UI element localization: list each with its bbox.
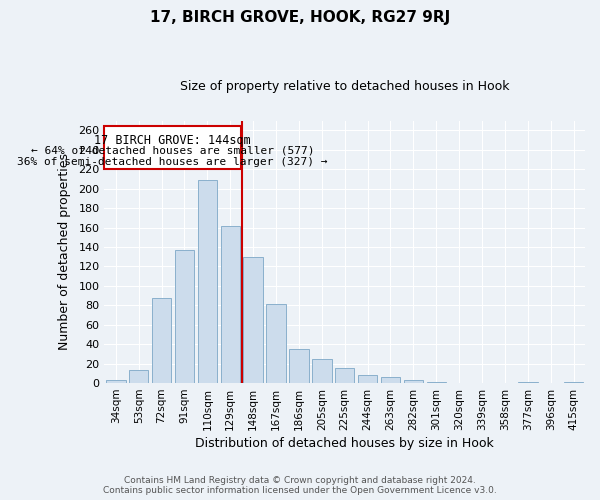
Bar: [221, 226, 240, 383]
Text: 17 BIRCH GROVE: 144sqm: 17 BIRCH GROVE: 144sqm: [94, 134, 251, 147]
Text: 36% of semi-detached houses are larger (327) →: 36% of semi-detached houses are larger (…: [17, 156, 328, 166]
Title: Size of property relative to detached houses in Hook: Size of property relative to detached ho…: [180, 80, 509, 93]
Bar: [106, 380, 125, 383]
Text: ← 64% of detached houses are smaller (577): ← 64% of detached houses are smaller (57…: [31, 146, 314, 156]
Bar: [335, 368, 355, 383]
Bar: [312, 359, 332, 383]
Bar: [404, 380, 423, 383]
Bar: [381, 377, 400, 383]
Bar: [152, 298, 172, 383]
Text: Contains HM Land Registry data © Crown copyright and database right 2024.
Contai: Contains HM Land Registry data © Crown c…: [103, 476, 497, 495]
Bar: [175, 250, 194, 383]
Bar: [266, 304, 286, 383]
Y-axis label: Number of detached properties: Number of detached properties: [58, 154, 71, 350]
FancyBboxPatch shape: [104, 126, 241, 169]
Text: 17, BIRCH GROVE, HOOK, RG27 9RJ: 17, BIRCH GROVE, HOOK, RG27 9RJ: [150, 10, 450, 25]
Bar: [244, 256, 263, 383]
Bar: [564, 382, 583, 383]
Bar: [518, 382, 538, 383]
Bar: [358, 376, 377, 383]
Bar: [197, 180, 217, 383]
Bar: [289, 349, 308, 383]
Bar: [427, 382, 446, 383]
X-axis label: Distribution of detached houses by size in Hook: Distribution of detached houses by size …: [196, 437, 494, 450]
Bar: [129, 370, 148, 383]
